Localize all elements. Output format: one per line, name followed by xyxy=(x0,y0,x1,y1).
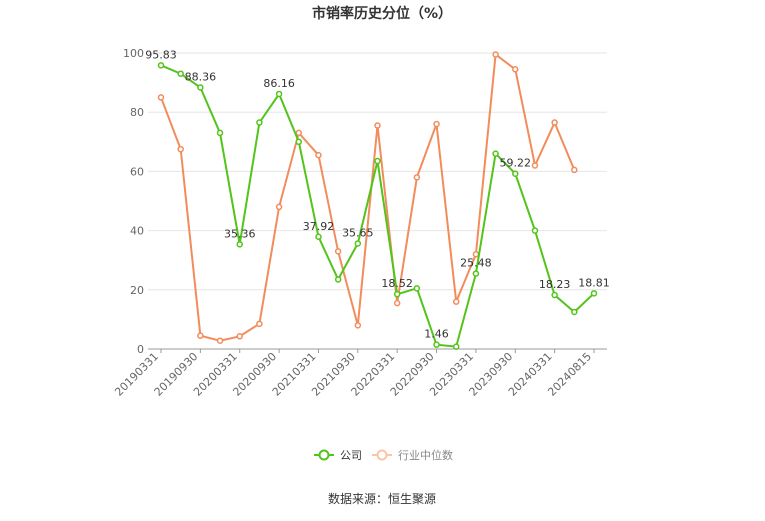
gridlines xyxy=(148,52,607,291)
data-point[interactable] xyxy=(157,94,165,101)
legend-label-industry-median: 行业中位数 xyxy=(398,448,453,462)
data-label: 88.36 xyxy=(185,70,217,83)
data-label: 25.48 xyxy=(460,257,492,270)
data-label: 35.36 xyxy=(224,227,256,240)
data-point[interactable] xyxy=(374,122,381,129)
data-point[interactable] xyxy=(197,332,204,339)
data-label: 35.65 xyxy=(342,226,374,239)
data-point[interactable] xyxy=(492,51,499,58)
data-label: 18.81 xyxy=(578,276,610,289)
data-point[interactable] xyxy=(315,151,322,159)
data-point[interactable] xyxy=(413,285,421,292)
data-point[interactable] xyxy=(512,66,519,73)
data-point[interactable] xyxy=(531,162,539,169)
data-labels: 95.83 88.36 35.36 86.16 37.92 35.65 18.52 1.46 2… xyxy=(145,48,610,340)
data-point[interactable] xyxy=(571,166,578,174)
data-point[interactable] xyxy=(413,174,421,181)
data-label: 95.83 xyxy=(145,48,177,61)
data-point[interactable] xyxy=(433,120,440,128)
data-point[interactable] xyxy=(452,343,460,350)
data-point[interactable] xyxy=(295,138,303,146)
data-point[interactable] xyxy=(433,341,440,348)
legend-marker-industry-median xyxy=(376,449,388,461)
data-point[interactable] xyxy=(334,276,342,283)
y-tick-label: 100 xyxy=(123,47,144,60)
data-label: 37.92 xyxy=(303,220,335,233)
data-point[interactable] xyxy=(512,170,519,177)
y-axis: 0 20 40 60 80 100 xyxy=(123,47,144,356)
data-point[interactable] xyxy=(354,240,362,247)
data-point[interactable] xyxy=(177,70,184,77)
x-axis: 2019033120190930202003312020093020210331… xyxy=(112,348,607,399)
y-tick-label: 40 xyxy=(130,225,144,238)
data-point[interactable] xyxy=(275,90,283,98)
data-point[interactable] xyxy=(571,308,578,316)
data-point[interactable] xyxy=(492,150,499,157)
legend[interactable]: 公司 行业中位数 xyxy=(314,448,453,462)
data-point[interactable] xyxy=(256,119,263,126)
chart-title: 市销率历史分位（%） xyxy=(312,5,452,22)
data-label: 1.46 xyxy=(424,328,449,341)
data-point[interactable] xyxy=(177,145,184,153)
legend-item-company[interactable]: 公司 xyxy=(314,449,362,462)
data-point[interactable] xyxy=(551,119,558,126)
data-point[interactable] xyxy=(157,62,165,69)
y-tick-label: 60 xyxy=(130,165,144,178)
series-line-0 xyxy=(160,64,595,348)
data-point[interactable] xyxy=(334,248,342,255)
data-point[interactable] xyxy=(452,298,460,305)
data-label: 59.22 xyxy=(500,157,532,170)
data-point[interactable] xyxy=(551,291,558,299)
data-point[interactable] xyxy=(531,227,539,234)
legend-marker-company xyxy=(318,449,330,461)
data-point[interactable] xyxy=(472,270,480,277)
data-label: 18.52 xyxy=(381,277,413,290)
data-point[interactable] xyxy=(393,299,401,307)
legend-label-company: 公司 xyxy=(340,449,362,462)
data-point[interactable] xyxy=(315,233,322,241)
source-note: 数据来源：恒生聚源 xyxy=(328,491,436,506)
data-point[interactable] xyxy=(216,129,224,137)
data-point[interactable] xyxy=(197,84,204,91)
data-point[interactable] xyxy=(236,333,243,340)
data-point[interactable] xyxy=(236,241,243,248)
legend-item-industry-median[interactable]: 行业中位数 xyxy=(372,448,453,462)
data-point[interactable] xyxy=(354,322,362,329)
data-label: 18.23 xyxy=(539,278,571,291)
y-tick-label: 0 xyxy=(137,343,144,356)
data-point[interactable] xyxy=(275,203,283,211)
series-lines xyxy=(157,51,598,350)
series-line-1 xyxy=(160,52,576,342)
data-point[interactable] xyxy=(295,129,303,137)
data-point[interactable] xyxy=(256,320,263,328)
y-tick-label: 80 xyxy=(130,106,144,119)
data-point[interactable] xyxy=(374,157,381,165)
y-tick-label: 20 xyxy=(130,284,144,297)
data-label: 86.16 xyxy=(263,77,295,90)
data-point[interactable] xyxy=(393,290,401,298)
data-point[interactable] xyxy=(216,337,224,344)
data-point[interactable] xyxy=(590,290,598,297)
